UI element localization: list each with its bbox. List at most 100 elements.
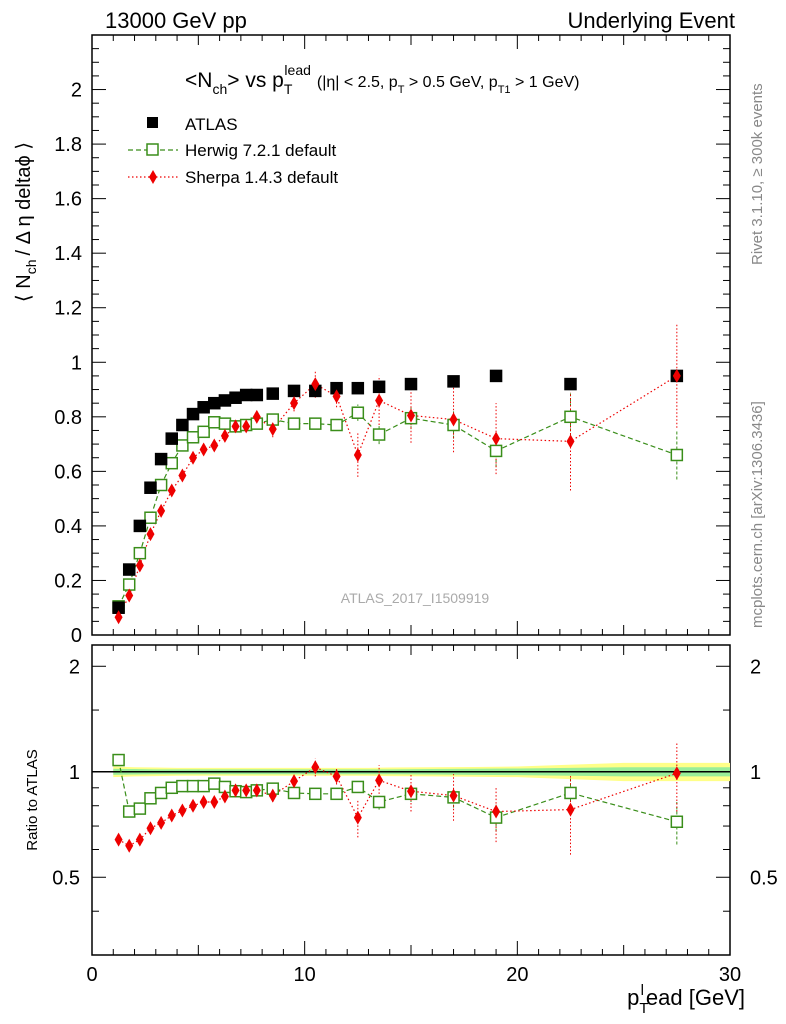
ratio-tick-label-right: 0.5: [750, 867, 778, 889]
sherpa-ratio-point: [210, 794, 219, 809]
ratio-axis-label: Ratio to ATLAS: [24, 749, 41, 850]
sherpa-point: [252, 409, 261, 424]
sherpa-point: [178, 468, 187, 483]
sherpa-point: [290, 396, 299, 411]
atlas-point: [266, 387, 280, 400]
sherpa-point: [114, 610, 123, 625]
x-tick-label: 30: [719, 964, 741, 986]
atlas-point: [122, 563, 136, 576]
legend: ATLAS Herwig 7.2.1 default Sherpa 1.4.3 …: [128, 115, 338, 187]
sherpa-point: [231, 419, 240, 434]
herwig-ratio-point: [176, 779, 189, 793]
atlas-point: [165, 432, 178, 445]
sherpa-ratio-point: [332, 769, 341, 784]
y-axis-label: ⟨ Nch/ Δ η deltaϕ ⟩: [13, 142, 39, 302]
herwig-point: [197, 425, 210, 439]
sherpa-point: [146, 527, 155, 542]
ratio-tick-label-right: 1: [750, 762, 761, 784]
atlas-point: [176, 418, 189, 432]
herwig-ratio-point: [165, 781, 178, 795]
sherpa-ratio-point: [672, 766, 681, 781]
sherpa-ratio-point: [167, 808, 176, 823]
sherpa-point: [449, 412, 458, 427]
sherpa-ratio-point: [242, 783, 251, 798]
main-series-group: [112, 324, 684, 625]
herwig-point: [309, 417, 322, 430]
herwig-ratio-point: [287, 786, 301, 800]
y-tick-label: 0.4: [54, 516, 82, 538]
legend-marker-herwig: [146, 143, 159, 156]
herwig-point: [351, 406, 365, 419]
atlas-point: [564, 377, 577, 391]
y-tick-label: 0.8: [54, 407, 82, 429]
sherpa-point: [220, 428, 229, 443]
sherpa-ratio-point: [135, 832, 144, 847]
sherpa-ratio-point: [125, 838, 134, 853]
sherpa-point: [167, 483, 176, 498]
sherpa-ratio-point: [114, 832, 123, 847]
herwig-point: [176, 439, 189, 452]
sherpa-ratio-point: [566, 802, 575, 817]
sherpa-point: [199, 442, 208, 457]
ratio-tick-label: 1: [69, 762, 80, 784]
atlas-point: [208, 396, 221, 410]
ratio-uncertainty-band: [92, 762, 731, 782]
x-tick-label: 0: [86, 964, 97, 986]
x-tick-label: 20: [506, 964, 528, 986]
y-tick-label: 1: [71, 352, 82, 374]
y-tick-label: 1.6: [54, 189, 82, 211]
y-tick-label: 0.6: [54, 461, 82, 483]
sherpa-ratio-point: [199, 794, 208, 809]
sherpa-ratio-point: [157, 815, 166, 830]
herwig-ratio-point: [670, 815, 684, 829]
sherpa-point: [332, 389, 341, 404]
sherpa-ratio-point: [353, 810, 362, 825]
legend-label-herwig: Herwig 7.2.1 default: [185, 141, 336, 160]
atlas-point: [133, 519, 147, 533]
herwig-point: [218, 417, 232, 430]
x-axis-label: pTlead [GeV]: [627, 982, 745, 1017]
sherpa-point: [268, 422, 277, 437]
atlas-point: [287, 384, 301, 398]
y-tick-label: 0.2: [54, 570, 82, 592]
atlas-point: [489, 369, 503, 383]
herwig-point: [133, 546, 147, 560]
sherpa-ratio-point: [290, 774, 299, 789]
atlas-point: [404, 377, 418, 391]
ratio-tick-label: 0.5: [52, 867, 80, 889]
mcplots-label: mcplots.cern.ch [arXiv:1306.3436]: [749, 401, 766, 628]
atlas-point: [218, 394, 232, 407]
legend-marker-sherpa: [149, 170, 157, 184]
legend-label-sherpa: Sherpa 1.4.3 default: [185, 168, 338, 187]
atlas-point: [447, 375, 460, 388]
herwig-ratio-point: [122, 805, 136, 818]
herwig-ratio-point: [154, 786, 168, 800]
sherpa-ratio-point: [146, 821, 155, 836]
herwig-point: [564, 410, 577, 424]
sherpa-ratio-point: [449, 788, 458, 803]
herwig-point: [186, 431, 200, 444]
sherpa-point: [189, 450, 198, 465]
ratio-axis-ticks: 0.5 0.51 12 20 10 20 30: [52, 645, 778, 986]
atlas-point: [144, 481, 157, 494]
sherpa-point: [375, 393, 384, 408]
atlas-point: [239, 388, 253, 402]
herwig-ratio-point: [144, 792, 157, 805]
sherpa-point: [566, 434, 575, 449]
y-tick-label: 2: [71, 80, 82, 102]
herwig-ratio-point: [208, 777, 221, 790]
herwig-point: [208, 416, 221, 429]
y-tick-label: 1.2: [54, 298, 82, 320]
ratio-series-group: [112, 742, 684, 855]
herwig-line: [118, 411, 678, 607]
herwig-ratio-point: [330, 787, 343, 801]
herwig-point: [287, 417, 301, 430]
sherpa-ratio-point: [231, 783, 240, 798]
herwig-point: [165, 456, 178, 470]
atlas-point: [197, 401, 210, 414]
sherpa-ratio-point: [178, 803, 187, 818]
x-tick-label: 10: [294, 964, 316, 986]
y-tick-label: 1.8: [54, 134, 82, 156]
sherpa-point: [492, 431, 501, 446]
